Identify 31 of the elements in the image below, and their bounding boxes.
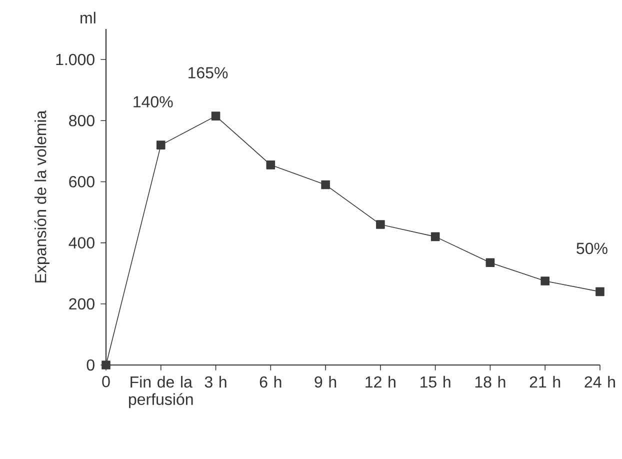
x-tick-label: 18 h (475, 376, 506, 388)
y-tick-label: 200 (69, 298, 94, 310)
point (376, 220, 385, 229)
text: ml (80, 12, 96, 24)
y-tick-label: 800 (69, 114, 94, 126)
x-tick-label: 24 h (584, 376, 615, 388)
y-tick-label: 400 (68, 237, 94, 248)
point (596, 287, 604, 296)
annotation: 140% (134, 96, 173, 108)
x-tick-label: Fin de la perfusión (129, 376, 193, 408)
point (156, 140, 166, 150)
point (211, 112, 220, 120)
x-tick-label: 0 (102, 376, 110, 388)
y-axis-title: Expansión de la volemia (34, 110, 50, 282)
x-tick-label: 3 h (204, 376, 226, 388)
y-tick-label: 0 (86, 359, 94, 371)
x-tick-label: 21 h (530, 376, 560, 388)
point (540, 276, 550, 286)
x-tick-label: 12 h (366, 376, 396, 388)
x-tick-label: 9 h (314, 376, 336, 388)
point (321, 180, 330, 190)
point (266, 160, 276, 170)
annotation: 165% (188, 67, 228, 78)
point (430, 232, 440, 242)
point (102, 360, 110, 370)
point (486, 258, 495, 268)
x-tick-label: 6 h (260, 376, 282, 388)
annotation: 50% (576, 242, 608, 254)
x-tick-label: 15 h (420, 376, 450, 388)
y-tick-label: 1.000 (56, 54, 94, 66)
y-tick-label: 600 (69, 176, 94, 188)
